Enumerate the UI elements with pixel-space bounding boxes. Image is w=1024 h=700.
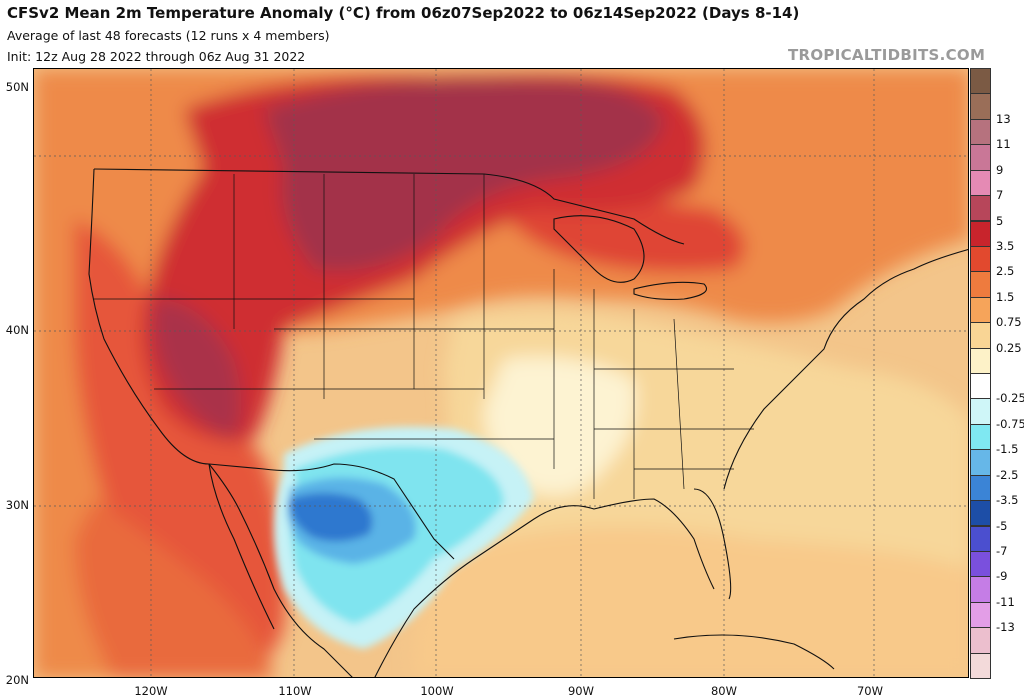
lon-label-90w: 90W [567,684,595,698]
colorbar-swatch [970,500,991,527]
colorbar-swatch [970,118,991,146]
colorbar-label: 7 [996,188,1004,203]
colorbar-label: -0.25 [996,391,1024,406]
colorbar-label: -13 [996,620,1015,635]
colorbar-swatch [970,68,991,95]
colorbar-swatch [970,169,991,197]
lon-label-100w: 100W [420,684,454,698]
colorbar-swatch [970,220,991,247]
colorbar-label: 2.5 [996,264,1015,279]
colorbar-swatch [970,449,991,476]
map-subtitle: Average of last 48 forecasts (12 runs x … [7,28,330,43]
colorbar-swatch [970,322,991,349]
colorbar-swatch [970,550,991,578]
cold-anomaly [274,426,534,649]
colorbar-label: -11 [996,594,1015,609]
graticule [34,69,968,677]
colorbar-swatch [970,373,991,400]
anomaly-map[interactable] [33,68,969,678]
anomaly-field [34,69,968,677]
colorbar-swatch [970,576,991,603]
lat-label-40n: 40N [5,323,29,337]
colorbar-label: -3.5 [996,493,1019,508]
map-title: CFSv2 Mean 2m Temperature Anomaly (°C) f… [7,4,800,22]
colorbar-label: 11 [996,137,1011,152]
colorbar-swatch [970,144,991,171]
lat-label-50n: 50N [5,80,29,94]
colorbar-swatch [970,271,991,298]
colorbar-label: -0.75 [996,416,1024,431]
colorbar-swatch [970,627,991,654]
state-borders [94,174,754,499]
colorbar-label: 5 [996,213,1004,228]
colorbar-label: -9 [996,569,1008,584]
colorbar-swatch [970,347,991,374]
lat-label-20n: 20N [5,673,29,687]
lon-label-110w: 110W [278,684,312,698]
colorbar-label: 0.75 [996,315,1022,330]
colorbar-swatch [970,423,991,451]
colorbar-swatch [970,245,991,273]
lat-label-30n: 30N [5,498,29,512]
colorbar-label: 0.25 [996,340,1022,355]
colorbar-swatch [970,474,991,502]
colorbar-label: -1.5 [996,442,1019,457]
lon-label-80w: 80W [710,684,738,698]
colorbar-label: 9 [996,162,1004,177]
colorbar-swatch [970,525,991,552]
colorbar-swatch [970,601,991,629]
init-line: Init: 12z Aug 28 2022 through 06z Aug 31… [7,49,306,64]
colorbar-label: -5 [996,518,1008,533]
coastlines [88,168,968,677]
colorbar-swatch [970,652,991,679]
colorbar-swatch [970,195,991,222]
colorbar-swatch [970,93,991,120]
lon-label-120w: 120W [134,684,168,698]
lon-label-70w: 70W [856,684,884,698]
colorbar-swatch [970,398,991,425]
colorbar-label: -2.5 [996,467,1019,482]
colorbar-label: -7 [996,543,1008,558]
colorbar-label: 1.5 [996,289,1015,304]
colorbar-label: 13 [996,111,1011,126]
brand-watermark[interactable]: TROPICALTIDBITS.COM [788,46,986,64]
colorbar-legend: 13 11 9 7 5 3.5 2.5 1.5 0.75 0.25 -0.25 -0.75 -1.5 -2… [970,68,1024,679]
anomaly-contours [34,69,968,677]
colorbar-label: 3.5 [996,238,1015,253]
colorbar-swatch [970,296,991,324]
